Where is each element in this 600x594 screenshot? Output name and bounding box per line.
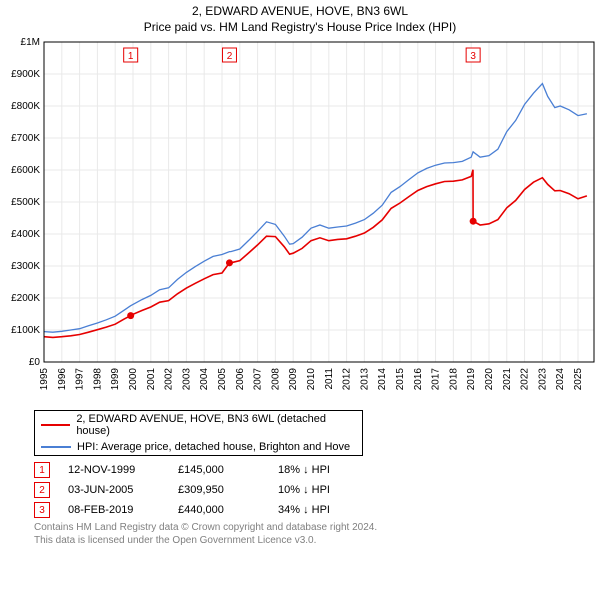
svg-text:£500K: £500K [11,197,40,208]
legend-label: 2, EDWARD AVENUE, HOVE, BN3 6WL (detache… [76,413,356,437]
svg-text:1996: 1996 [57,368,68,391]
transaction-date: 03-JUN-2005 [68,484,178,496]
svg-text:2009: 2009 [288,368,299,391]
svg-text:2015: 2015 [395,368,406,391]
price-marker [470,218,477,225]
flag-number: 2 [227,51,233,62]
transaction-delta: 18% ↓ HPI [278,464,358,476]
price-marker [226,259,233,266]
transaction-price: £440,000 [178,504,278,516]
chart-legend: 2, EDWARD AVENUE, HOVE, BN3 6WL (detache… [34,410,363,456]
svg-text:2003: 2003 [181,368,192,391]
transaction-price: £145,000 [178,464,278,476]
svg-text:2005: 2005 [217,368,228,391]
svg-text:2012: 2012 [342,368,353,391]
legend-label: HPI: Average price, detached house, Brig… [77,441,350,453]
svg-text:2025: 2025 [573,368,584,391]
svg-text:£100K: £100K [11,325,40,336]
transaction-delta: 34% ↓ HPI [278,504,358,516]
series-price_paid [44,170,587,338]
transaction-row: 3 08-FEB-2019£440,00034% ↓ HPI [34,502,600,518]
svg-text:£0: £0 [29,357,41,368]
svg-text:2014: 2014 [377,368,388,391]
svg-text:1995: 1995 [39,368,50,391]
attribution-line1: Contains HM Land Registry data © Crown c… [34,522,600,535]
flag-number: 1 [128,51,134,62]
transaction-row: 2 03-JUN-2005£309,95010% ↓ HPI [34,482,600,498]
legend-swatch [41,446,71,448]
svg-text:2008: 2008 [270,368,281,391]
svg-text:2023: 2023 [537,368,548,391]
legend-row: 2, EDWARD AVENUE, HOVE, BN3 6WL (detache… [35,411,362,439]
svg-text:1999: 1999 [110,368,121,391]
svg-text:2013: 2013 [359,368,370,391]
chart-title-line2: Price paid vs. HM Land Registry's House … [0,20,600,34]
svg-text:1997: 1997 [75,368,86,391]
svg-text:£800K: £800K [11,101,40,112]
chart-svg: £0 £100K £200K £300K £400K £500K £600K £700K £80… [0,34,600,404]
transaction-date: 12-NOV-1999 [68,464,178,476]
svg-text:£700K: £700K [11,133,40,144]
chart-title-line1: 2, EDWARD AVENUE, HOVE, BN3 6WL [0,4,600,18]
svg-text:2000: 2000 [128,368,139,391]
svg-text:2022: 2022 [520,368,531,391]
transaction-badge: 1 [34,462,50,478]
svg-text:£200K: £200K [11,293,40,304]
svg-text:2011: 2011 [324,368,335,390]
transaction-badge: 3 [34,502,50,518]
svg-text:2020: 2020 [484,368,495,391]
transaction-table: 1 12-NOV-1999£145,00018% ↓ HPI 2 03-JUN-200… [34,462,600,518]
transaction-row: 1 12-NOV-1999£145,00018% ↓ HPI [34,462,600,478]
svg-text:2016: 2016 [413,368,424,391]
transaction-delta: 10% ↓ HPI [278,484,358,496]
svg-text:£600K: £600K [11,165,40,176]
svg-text:2007: 2007 [253,368,264,391]
svg-text:£300K: £300K [11,261,40,272]
price-chart: £0 £100K £200K £300K £400K £500K £600K £700K £80… [0,34,600,404]
attribution: Contains HM Land Registry data © Crown c… [34,522,600,547]
svg-text:2017: 2017 [431,368,442,391]
svg-text:2006: 2006 [235,368,246,391]
transaction-date: 08-FEB-2019 [68,504,178,516]
svg-text:£900K: £900K [11,69,40,80]
svg-text:2018: 2018 [448,368,459,391]
flag-number: 3 [470,51,476,62]
svg-text:2024: 2024 [555,368,566,391]
svg-text:£1M: £1M [21,37,40,48]
series-hpi [44,84,587,333]
svg-text:2002: 2002 [164,368,175,391]
svg-text:2001: 2001 [146,368,157,391]
svg-text:2021: 2021 [502,368,513,391]
transaction-badge: 2 [34,482,50,498]
legend-swatch [41,424,70,426]
svg-text:£400K: £400K [11,229,40,240]
svg-text:1998: 1998 [92,368,103,391]
legend-row: HPI: Average price, detached house, Brig… [35,439,362,455]
svg-text:2004: 2004 [199,368,210,391]
transaction-price: £309,950 [178,484,278,496]
svg-text:2019: 2019 [466,368,477,391]
price-marker [127,312,134,319]
svg-text:2010: 2010 [306,368,317,391]
attribution-line2: This data is licensed under the Open Gov… [34,535,600,548]
